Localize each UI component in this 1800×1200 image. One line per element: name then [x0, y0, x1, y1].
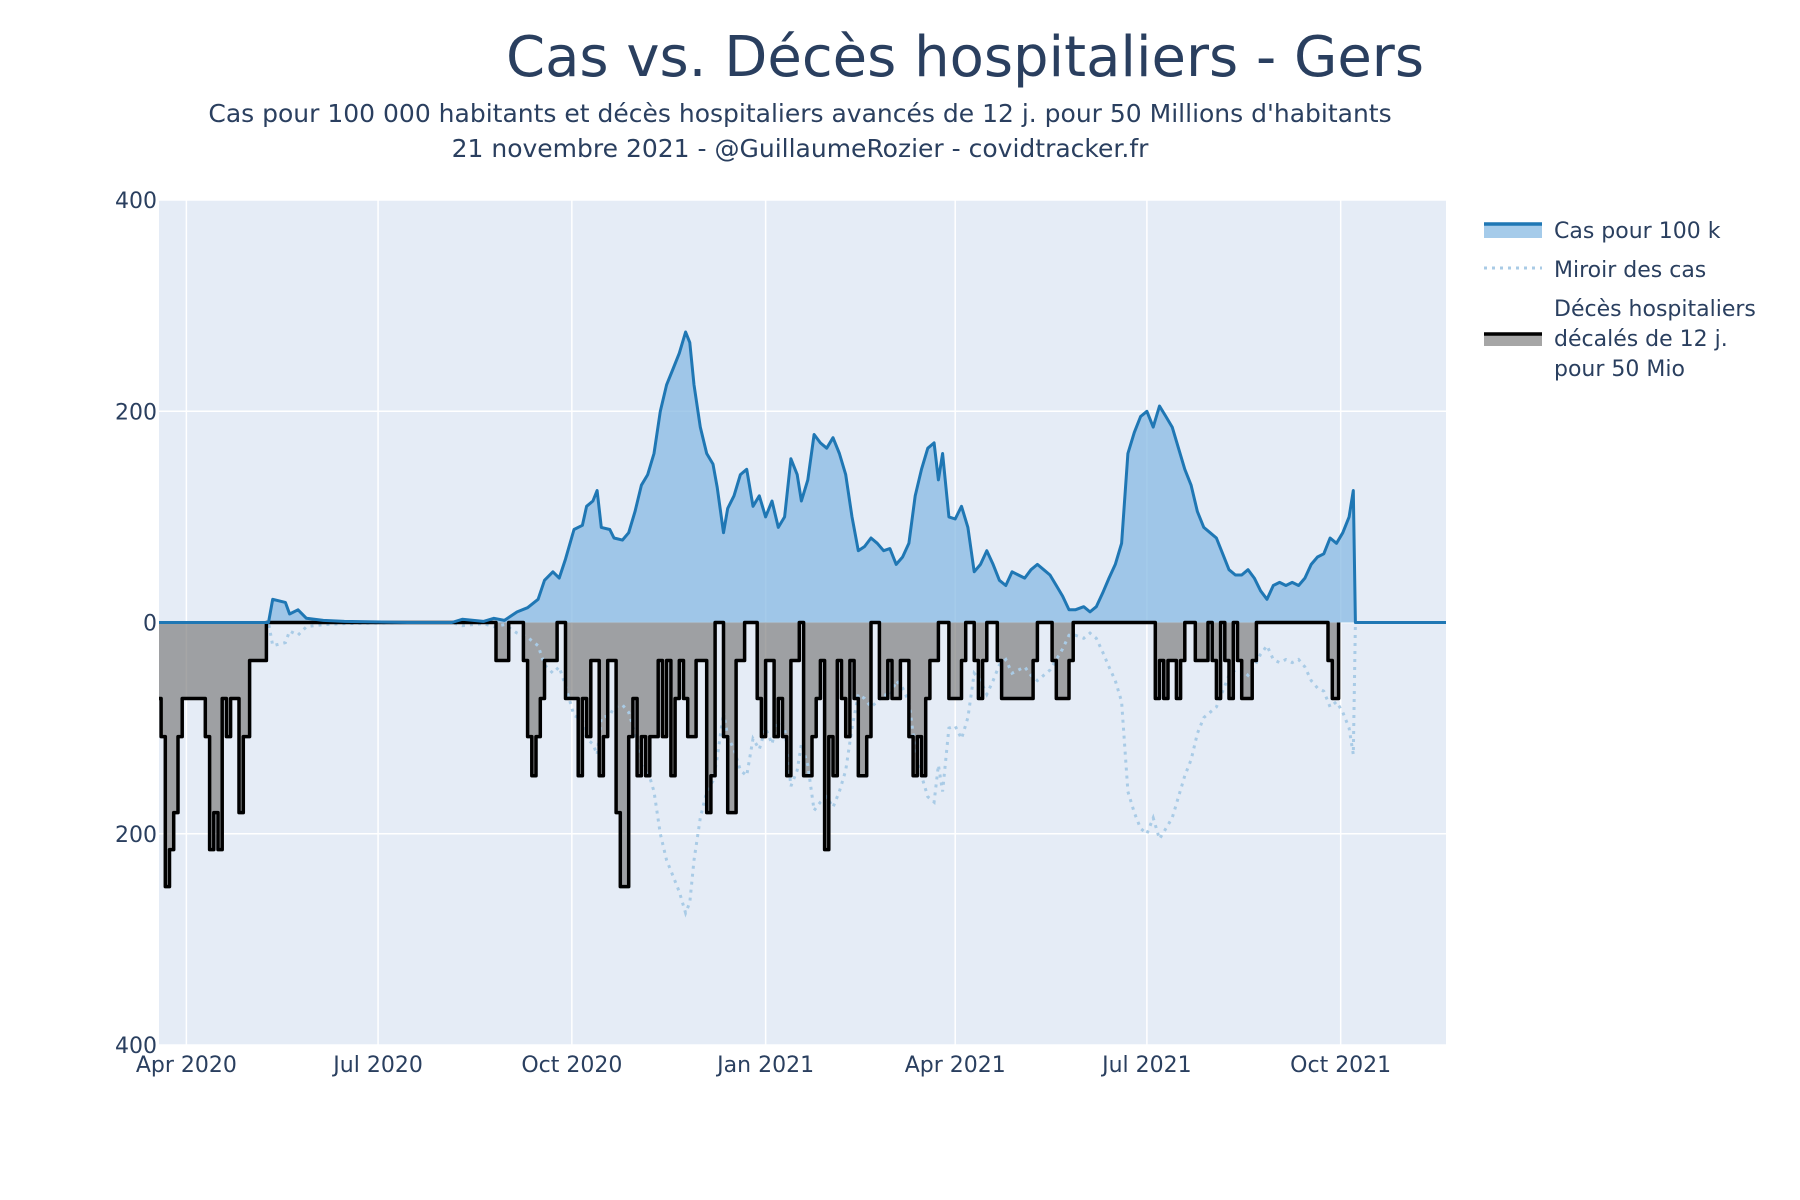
y-tick-label-0: 400: [115, 189, 157, 214]
chart-title: Cas vs. Décès hospitaliers - Gers: [506, 25, 1424, 90]
y-tick-label-1: 200: [115, 400, 157, 425]
deaths-line: [159, 620, 1341, 889]
legend-swatch-cases-fill: [1484, 224, 1542, 238]
x-tick-label-4: Apr 2021: [905, 1053, 1006, 1078]
y-axis: 400 200 0 200 400: [115, 189, 157, 1059]
cases-line: [159, 330, 1446, 624]
x-tick-label-6: Oct 2021: [1290, 1053, 1391, 1078]
x-tick-label-2: Oct 2020: [521, 1053, 622, 1078]
y-tick-label-4: 400: [115, 1034, 157, 1059]
legend-swatch-deaths-fill: [1484, 334, 1542, 346]
chart-subtitle-line2: 21 novembre 2021 - @GuillaumeRozier - co…: [452, 134, 1150, 163]
legend-label-mirror: Miroir des cas: [1554, 258, 1706, 283]
x-axis: Apr 2020 Jul 2020 Oct 2020 Jan 2021 Apr 2021…: [136, 1053, 1391, 1078]
legend-label-deaths-line-2: pour 50 Mio: [1554, 357, 1685, 382]
x-tick-label-3: Jan 2021: [715, 1053, 814, 1078]
mirror-line: [159, 621, 1446, 918]
chart-subtitle-line1: Cas pour 100 000 habitants et décès hosp…: [208, 99, 1391, 128]
cases-area: [159, 332, 1446, 623]
legend-label-deaths-line-1: décalés de 12 j.: [1554, 327, 1728, 352]
y-tick-label-3: 200: [115, 823, 157, 848]
legend-label-cases: Cas pour 100 k: [1554, 219, 1721, 244]
x-tick-label-1: Jul 2020: [331, 1053, 423, 1078]
y-tick-label-2: 0: [143, 612, 157, 637]
legend-label-deaths-line-0: Décès hospitaliers: [1554, 297, 1756, 322]
legend: Cas pour 100 k Miroir des cas Décès hospit…: [1484, 219, 1756, 382]
x-tick-label-5: Jul 2021: [1100, 1053, 1192, 1078]
x-tick-label-0: Apr 2020: [136, 1053, 237, 1078]
series-layer: [159, 330, 1446, 918]
